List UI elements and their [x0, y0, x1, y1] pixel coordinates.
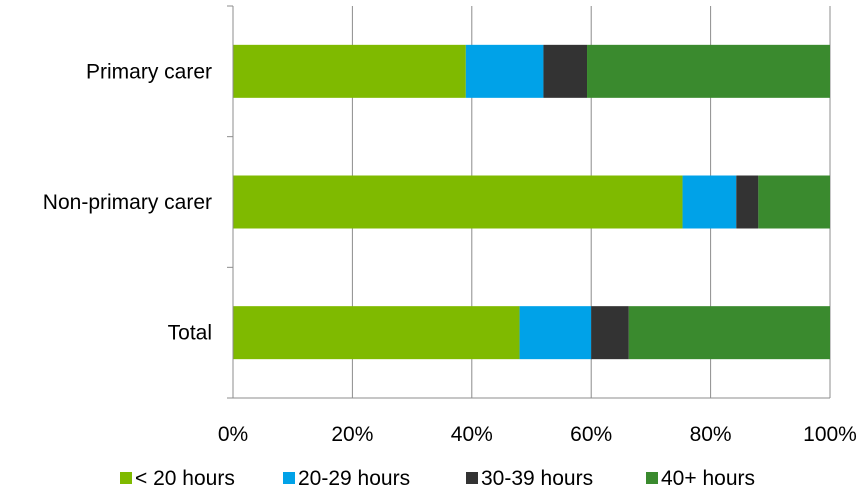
bar-segment — [543, 44, 588, 98]
category-label: Total — [168, 322, 212, 345]
bar-segment — [628, 306, 830, 360]
legend-swatch — [120, 472, 132, 484]
bar-segment — [758, 175, 830, 229]
x-tick-label: 20% — [331, 423, 373, 446]
legend-swatch — [466, 472, 478, 484]
legend: < 20 hours 20-29 hours 30-39 hours 40+ hour… — [120, 467, 755, 490]
legend-swatch — [283, 472, 295, 484]
x-tick-labels: 0% 20% 40% 60% 80% 100% — [218, 423, 857, 446]
legend-label: 30-39 hours — [481, 467, 593, 490]
x-tick-label: 0% — [218, 423, 248, 446]
bar-segment — [736, 175, 759, 229]
bar-segment — [233, 306, 520, 360]
legend-label: 40+ hours — [661, 467, 755, 490]
bar-segment — [587, 44, 830, 98]
bar-segment — [233, 175, 683, 229]
x-tick-label: 100% — [803, 423, 857, 446]
legend-label: 20-29 hours — [298, 467, 410, 490]
axes — [227, 5, 830, 399]
x-tick-label: 40% — [451, 423, 493, 446]
bar-segment — [591, 306, 629, 360]
x-tick-label: 60% — [570, 423, 612, 446]
category-labels: Primary carer Non-primary carer Total — [43, 60, 212, 344]
x-tick-label: 80% — [690, 423, 732, 446]
legend-swatch — [646, 472, 658, 484]
legend-label: < 20 hours — [135, 467, 235, 490]
bar-segment — [519, 306, 592, 360]
bar-segment — [233, 44, 466, 98]
category-label: Primary carer — [86, 60, 212, 83]
category-label: Non-primary carer — [43, 191, 212, 214]
bar-segment — [465, 44, 544, 98]
bar-segment — [682, 175, 737, 229]
bars — [233, 44, 830, 360]
